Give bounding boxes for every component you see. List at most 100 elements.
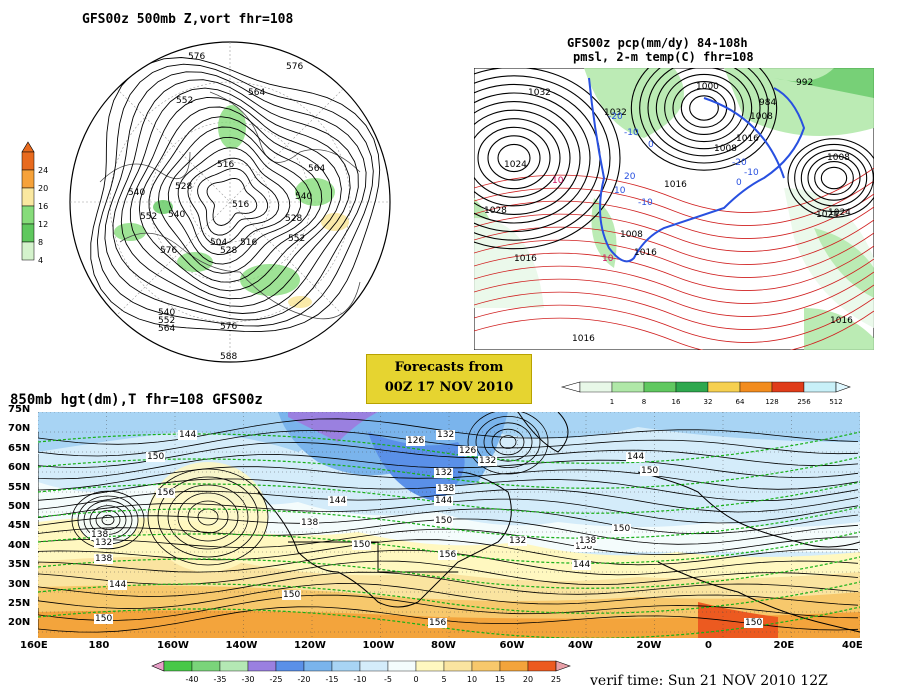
temp-isotherm xyxy=(474,219,874,265)
height-contour xyxy=(38,583,859,609)
isobar-label: 1024 xyxy=(828,208,851,218)
temp-isotherm xyxy=(474,180,874,226)
height-contour xyxy=(467,412,549,475)
height-label: 132 xyxy=(478,456,498,466)
colorbar-tick: -20 xyxy=(297,675,310,684)
isobar xyxy=(689,95,719,121)
isobar xyxy=(639,68,769,164)
height-contour xyxy=(95,510,121,531)
contour-label: 552 xyxy=(176,96,194,106)
height-contour xyxy=(96,63,374,327)
colorbar-swatch xyxy=(739,381,773,393)
temp-label: -20 xyxy=(732,158,747,168)
temp-isotherm xyxy=(474,310,874,350)
contour-label: 576 xyxy=(220,322,238,332)
isobar-label: 1016 xyxy=(664,180,687,190)
temp-label: 10 xyxy=(602,254,614,264)
pcp-colorbar: 1 8 16 32 64 128 256 512 xyxy=(560,380,852,410)
height-label: 138 xyxy=(574,542,594,552)
contour-label: 552 xyxy=(140,212,158,222)
height-label: 150 xyxy=(434,516,454,526)
height-contour xyxy=(38,571,859,597)
lon-label: 160W xyxy=(157,640,189,651)
isobar xyxy=(672,81,736,135)
contour-label: 564 xyxy=(248,88,266,98)
isobar-label: 1008 xyxy=(750,112,773,122)
isobar-label: 1008 xyxy=(714,144,737,154)
panel-500mb-title: GFS00z 500mb Z,vort fhr=108 xyxy=(82,12,294,27)
contour-label: 504 xyxy=(210,238,228,248)
contour-label: 540 xyxy=(128,188,146,198)
height-label: 144 xyxy=(626,452,646,462)
lon-label: 40W xyxy=(568,640,593,651)
contour-label: 528 xyxy=(220,246,238,256)
height-contour xyxy=(112,79,359,314)
isotherm xyxy=(38,506,860,539)
colorbar-tick: 64 xyxy=(736,398,745,406)
height-label: 150 xyxy=(146,452,166,462)
lon-label: 20W xyxy=(636,640,662,651)
height-label: 132 xyxy=(508,536,528,546)
height-label: 144 xyxy=(108,580,128,590)
colorbar-swatch xyxy=(471,660,501,672)
height-label: 150 xyxy=(282,590,302,600)
height-contour xyxy=(104,71,367,321)
isobar-label: 1032 xyxy=(604,108,627,118)
isobar xyxy=(787,138,874,218)
contour-label: 528 xyxy=(285,214,303,224)
height-contour xyxy=(157,476,259,558)
isobar-label: 1024 xyxy=(816,210,839,220)
contour-label: 564 xyxy=(158,324,176,334)
lon-label: 120W xyxy=(294,640,326,651)
temp-isotherm xyxy=(474,297,874,343)
height-label: 144 xyxy=(572,560,592,570)
colorbar-tick: 8 xyxy=(642,398,646,406)
isobar xyxy=(487,135,541,181)
isobar-label: 992 xyxy=(796,78,814,88)
colorbar-arrow xyxy=(555,660,571,672)
temp-label: 0 xyxy=(736,178,742,188)
isobar xyxy=(497,143,531,173)
isobar-label: 984 xyxy=(759,98,777,108)
isobar-label: 1016 xyxy=(830,316,853,326)
colorbar-swatch xyxy=(415,660,445,672)
height-label: 150 xyxy=(352,540,372,550)
height-label: 138 xyxy=(578,536,598,546)
colorbar-tick: -10 xyxy=(353,675,366,684)
isobar xyxy=(647,68,761,157)
height-label: 138 xyxy=(90,530,110,540)
temp-isotherm xyxy=(474,258,874,304)
contour-label: 588 xyxy=(220,352,238,362)
colorbar-tick: 256 xyxy=(797,398,811,406)
height-contour xyxy=(129,96,342,300)
colorbar-tick: 16 xyxy=(672,398,681,406)
lon-label: 180 xyxy=(88,640,110,651)
colorbar-swatch xyxy=(21,187,35,207)
isobar-label: 1016 xyxy=(634,248,657,258)
colorbar-swatch xyxy=(643,381,677,393)
temp-label: -10 xyxy=(638,198,653,208)
lat-label: 20N xyxy=(8,617,31,629)
verif-time: verif time: Sun 21 NOV 2010 12Z xyxy=(590,673,828,689)
contour-label: 540 xyxy=(158,308,176,318)
colorbar-tick: 4 xyxy=(38,256,43,265)
height-contour xyxy=(167,484,249,550)
isobar xyxy=(794,143,874,213)
colorbar-arrow xyxy=(560,381,581,393)
height-contour xyxy=(71,490,145,550)
colorbar-tick: 1 xyxy=(610,398,614,406)
lat-label: 35N xyxy=(8,559,31,571)
colorbar-swatch xyxy=(303,660,333,672)
lat-label: 25N xyxy=(8,598,31,609)
height-contour xyxy=(38,594,859,621)
lon-label: 100W xyxy=(362,640,395,651)
temp-label: 20 xyxy=(624,172,636,182)
temp-label: 10 xyxy=(552,176,564,186)
colorbar-swatch xyxy=(443,660,473,672)
isobar-label: 1024 xyxy=(504,160,527,170)
lon-label: 160E xyxy=(20,640,48,651)
height-label: 150 xyxy=(640,466,660,476)
contour-label: 576 xyxy=(188,52,206,62)
lat-label: 75N xyxy=(8,404,31,415)
height-contour xyxy=(38,466,859,491)
